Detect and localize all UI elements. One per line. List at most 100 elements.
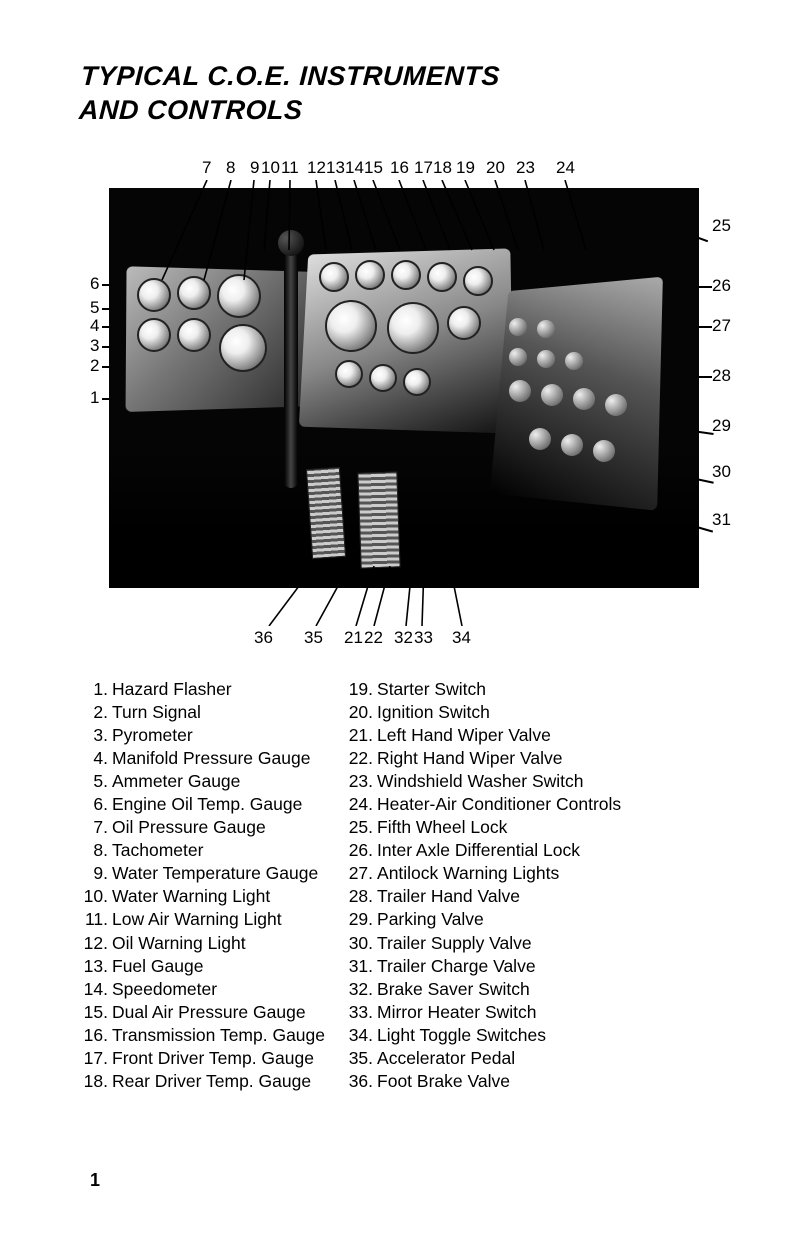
legend-item-number: 34. [345, 1024, 377, 1047]
legend-item: 5. Ammeter Gauge [80, 770, 325, 793]
legend-item: 16. Transmission Temp. Gauge [80, 1024, 325, 1047]
legend-item: 28. Trailer Hand Valve [345, 885, 621, 908]
legend-item: 13. Fuel Gauge [80, 955, 325, 978]
legend-item-number: 36. [345, 1070, 377, 1093]
legend-item: 32. Brake Saver Switch [345, 978, 621, 1001]
legend-item-text: Fifth Wheel Lock [377, 816, 507, 839]
callout-8: 8 [226, 158, 235, 178]
legend-item-number: 18. [80, 1070, 112, 1093]
legend-item-text: Windshield Washer Switch [377, 770, 584, 793]
callout-13: 13 [326, 158, 345, 178]
callout-27: 27 [712, 316, 731, 336]
legend-item-number: 24. [345, 793, 377, 816]
callout-14: 14 [345, 158, 364, 178]
legend-item-text: Speedometer [112, 978, 217, 1001]
callout-18: 18 [433, 158, 452, 178]
legend-item-number: 1. [80, 678, 112, 701]
legend-item-number: 17. [80, 1047, 112, 1070]
legend: 1. Hazard Flasher2. Turn Signal3. Pyrome… [80, 678, 748, 1094]
page-number: 1 [90, 1170, 100, 1191]
title-line-1: TYPICAL C.O.E. INSTRUMENTS [80, 61, 501, 91]
legend-item-text: Mirror Heater Switch [377, 1001, 536, 1024]
legend-item: 3. Pyrometer [80, 724, 325, 747]
legend-item: 36. Foot Brake Valve [345, 1070, 621, 1093]
callout-35: 35 [304, 628, 323, 648]
legend-item-number: 13. [80, 955, 112, 978]
legend-item-text: Trailer Supply Valve [377, 932, 532, 955]
title-line-2: AND CONTROLS [78, 95, 303, 125]
legend-item-number: 30. [345, 932, 377, 955]
callout-28: 28 [712, 366, 731, 386]
legend-item: 7. Oil Pressure Gauge [80, 816, 325, 839]
callout-3: 3 [90, 336, 99, 356]
legend-item-text: Heater-Air Conditioner Controls [377, 793, 621, 816]
legend-item-text: Right Hand Wiper Valve [377, 747, 562, 770]
legend-item: 22. Right Hand Wiper Valve [345, 747, 621, 770]
bottom-callouts: 36 35 21 22 32 33 34 [94, 618, 734, 648]
legend-item: 2. Turn Signal [80, 701, 325, 724]
callout-30: 30 [712, 462, 731, 482]
legend-item-number: 2. [80, 701, 112, 724]
callout-17: 17 [414, 158, 433, 178]
legend-item-text: Pyrometer [112, 724, 193, 747]
legend-item-number: 10. [80, 885, 112, 908]
legend-item-text: Starter Switch [377, 678, 486, 701]
legend-item-number: 29. [345, 908, 377, 931]
callout-36: 36 [254, 628, 273, 648]
legend-item: 31. Trailer Charge Valve [345, 955, 621, 978]
legend-item-text: Oil Warning Light [112, 932, 246, 955]
legend-item-number: 19. [345, 678, 377, 701]
legend-item-number: 7. [80, 816, 112, 839]
legend-item: 9. Water Temperature Gauge [80, 862, 325, 885]
legend-item-number: 6. [80, 793, 112, 816]
legend-item-text: Front Driver Temp. Gauge [112, 1047, 314, 1070]
callout-5: 5 [90, 298, 99, 318]
legend-item-number: 28. [345, 885, 377, 908]
legend-item-text: Water Temperature Gauge [112, 862, 318, 885]
callout-29: 29 [712, 416, 731, 436]
legend-item-text: Oil Pressure Gauge [112, 816, 266, 839]
legend-item: 21. Left Hand Wiper Valve [345, 724, 621, 747]
legend-item-text: Turn Signal [112, 701, 201, 724]
legend-item: 24. Heater-Air Conditioner Controls [345, 793, 621, 816]
legend-item-number: 11. [80, 908, 112, 931]
callout-34: 34 [452, 628, 471, 648]
callout-11: 11 [281, 158, 299, 178]
legend-item-text: Rear Driver Temp. Gauge [112, 1070, 311, 1093]
callout-7: 7 [202, 158, 211, 178]
legend-item-number: 23. [345, 770, 377, 793]
callout-16: 16 [390, 158, 409, 178]
callout-22: 22 [364, 628, 383, 648]
legend-item-text: Transmission Temp. Gauge [112, 1024, 325, 1047]
legend-item-number: 33. [345, 1001, 377, 1024]
legend-item-text: Parking Valve [377, 908, 484, 931]
legend-item: 34. Light Toggle Switches [345, 1024, 621, 1047]
legend-item: 26. Inter Axle Differential Lock [345, 839, 621, 862]
legend-item-text: Dual Air Pressure Gauge [112, 1001, 306, 1024]
callout-24: 24 [556, 158, 575, 178]
legend-item: 25. Fifth Wheel Lock [345, 816, 621, 839]
legend-item: 35. Accelerator Pedal [345, 1047, 621, 1070]
legend-item-text: Light Toggle Switches [377, 1024, 546, 1047]
legend-column-left: 1. Hazard Flasher2. Turn Signal3. Pyrome… [80, 678, 325, 1094]
callout-23: 23 [516, 158, 535, 178]
legend-item: 11. Low Air Warning Light [80, 908, 325, 931]
legend-item-number: 27. [345, 862, 377, 885]
legend-item-number: 15. [80, 1001, 112, 1024]
legend-item: 15. Dual Air Pressure Gauge [80, 1001, 325, 1024]
legend-item: 23. Windshield Washer Switch [345, 770, 621, 793]
diagram: 7 8 9 10 11 12 13 14 15 16 17 18 19 20 2… [94, 158, 734, 648]
legend-item: 27. Antilock Warning Lights [345, 862, 621, 885]
legend-item-number: 22. [345, 747, 377, 770]
callout-10: 10 [261, 158, 280, 178]
legend-item: 20. Ignition Switch [345, 701, 621, 724]
legend-column-right: 19. Starter Switch20. Ignition Switch21.… [345, 678, 621, 1094]
legend-item-number: 32. [345, 978, 377, 1001]
legend-item-number: 14. [80, 978, 112, 1001]
page-title: TYPICAL C.O.E. INSTRUMENTS AND CONTROLS [78, 60, 750, 128]
top-leader-lines [94, 180, 734, 290]
callout-2: 2 [90, 356, 99, 376]
legend-item-number: 8. [80, 839, 112, 862]
legend-item: 10. Water Warning Light [80, 885, 325, 908]
legend-item: 17. Front Driver Temp. Gauge [80, 1047, 325, 1070]
